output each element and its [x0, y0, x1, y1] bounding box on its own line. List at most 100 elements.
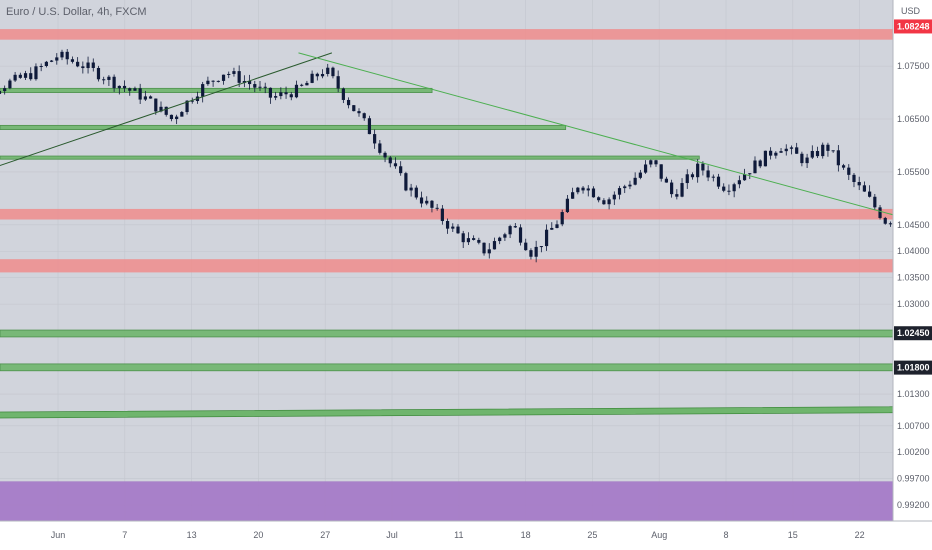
- candle-body: [169, 114, 174, 120]
- x-tick-label: Jun: [51, 530, 66, 540]
- candle-body: [18, 74, 22, 78]
- candle-body: [138, 88, 142, 100]
- candle-body: [44, 61, 48, 67]
- candle-body: [769, 150, 773, 156]
- candle-body: [737, 180, 741, 185]
- candle-body: [727, 190, 731, 192]
- candle-body: [576, 187, 580, 193]
- chart-title: Euro / U.S. Dollar, 4h, FXCM: [6, 6, 147, 18]
- channel-band: [0, 406, 932, 419]
- y-tick-label: 0.99700: [897, 474, 930, 484]
- candle-body: [393, 163, 398, 167]
- candle-body: [513, 226, 517, 228]
- candle-body: [34, 66, 38, 80]
- candle-body: [86, 62, 90, 69]
- candle-body: [711, 176, 715, 178]
- candle-body: [800, 153, 804, 164]
- y-tick-label: 1.05500: [897, 167, 930, 177]
- candle-body: [685, 174, 689, 184]
- candle-body: [425, 200, 429, 204]
- candle-body: [201, 84, 205, 97]
- currency-label: USD: [901, 6, 921, 16]
- candle-body: [763, 150, 768, 167]
- candle-body: [39, 66, 43, 68]
- candle-body: [883, 217, 887, 224]
- candle-body: [414, 187, 418, 198]
- candle-body: [409, 187, 413, 191]
- time-axis-background: [0, 521, 932, 550]
- candle-body: [289, 94, 293, 98]
- candle-body: [357, 111, 361, 114]
- candle-body: [873, 196, 877, 208]
- x-tick-label: 18: [521, 530, 531, 540]
- x-tick-label: 27: [320, 530, 330, 540]
- candle-body: [112, 76, 116, 89]
- candle-body: [211, 80, 215, 82]
- candle-body: [440, 208, 444, 222]
- candle-body: [659, 164, 663, 179]
- candle-body: [305, 82, 309, 86]
- candle-body: [461, 233, 465, 243]
- candle-body: [774, 152, 778, 156]
- candle-body: [544, 229, 549, 247]
- candle-body: [263, 86, 267, 88]
- price-badge: [894, 360, 932, 375]
- candle-body: [732, 184, 736, 192]
- candle-body: [388, 157, 392, 164]
- candle-body: [70, 59, 75, 62]
- candle-body: [117, 85, 121, 89]
- candle-body: [346, 99, 351, 106]
- x-tick-label: 15: [788, 530, 798, 540]
- candle-body: [310, 73, 314, 83]
- candle-body: [102, 79, 106, 81]
- candle-body: [258, 86, 262, 88]
- x-tick-label: 25: [587, 530, 597, 540]
- candle-body: [539, 246, 543, 248]
- candle-body: [654, 160, 658, 165]
- price-badge-label: 1.08248: [897, 21, 930, 31]
- candle-body: [555, 224, 559, 228]
- candle-body: [675, 194, 679, 197]
- candle-body: [336, 76, 340, 89]
- candle-body: [65, 51, 69, 60]
- y-tick-label: 1.03000: [897, 299, 930, 309]
- candle-body: [529, 250, 533, 257]
- candle-body: [716, 176, 721, 187]
- candle-body: [638, 172, 642, 178]
- candle-body: [664, 178, 669, 183]
- candle-body: [91, 62, 95, 68]
- candle-body: [55, 57, 59, 61]
- demand-zone: [0, 481, 893, 521]
- x-tick-label: 20: [253, 530, 263, 540]
- candle-body: [607, 199, 611, 205]
- candle-body: [623, 186, 627, 189]
- candle-body: [690, 174, 695, 178]
- candle-body: [49, 60, 54, 62]
- candle-body: [586, 188, 590, 191]
- candle-body: [362, 113, 366, 119]
- candle-body: [550, 227, 554, 230]
- candle-body: [810, 151, 814, 158]
- y-tick-label: 0.99200: [897, 500, 930, 510]
- candle-body: [451, 226, 455, 229]
- candle-body: [836, 150, 840, 166]
- candle-body: [643, 164, 648, 173]
- candle-body: [279, 92, 283, 97]
- candle-body: [779, 151, 783, 153]
- candle-body: [242, 81, 246, 83]
- candle-body: [560, 212, 564, 225]
- candle-body: [706, 170, 710, 178]
- resistance-zone-0: [0, 29, 893, 40]
- candle-body: [518, 227, 523, 243]
- y-tick-label: 1.06500: [897, 114, 930, 124]
- candle-body: [753, 160, 757, 174]
- candle-body: [148, 96, 153, 99]
- candle-body: [81, 66, 85, 69]
- candle-body: [320, 73, 325, 77]
- candle-body: [419, 197, 424, 204]
- price-badge: [894, 19, 932, 34]
- candle-body: [477, 239, 481, 243]
- candle-body: [456, 226, 460, 234]
